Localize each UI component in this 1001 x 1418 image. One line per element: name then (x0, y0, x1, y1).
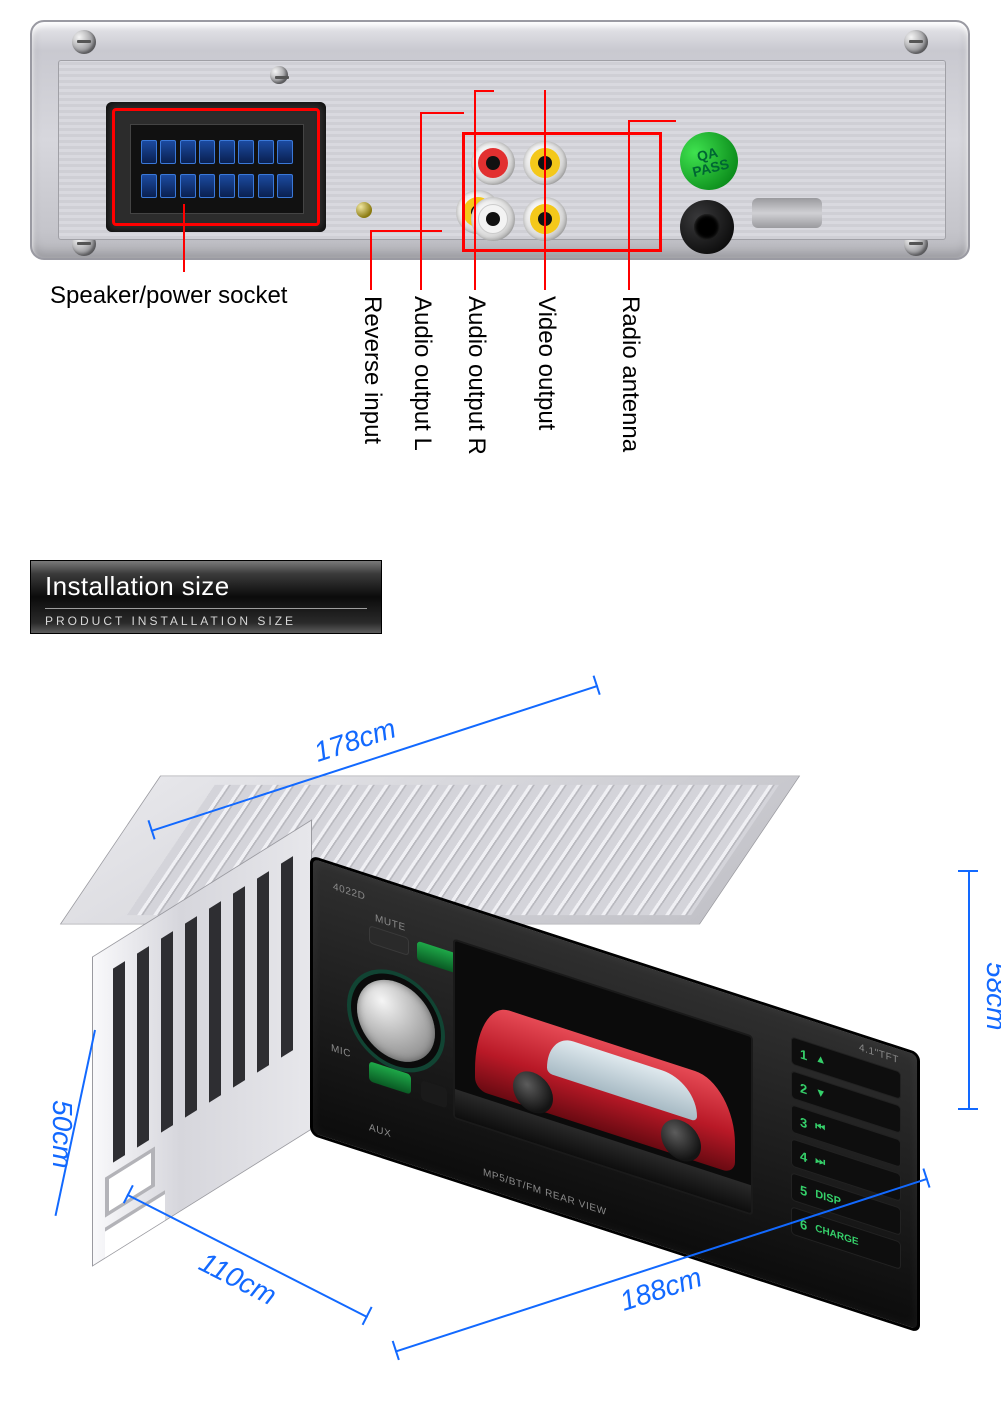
leader-audio-l (420, 112, 422, 290)
dim-face-height: 58cm (932, 870, 992, 1110)
leader-power (183, 204, 185, 272)
section-header-installation-size: Installation size PRODUCT INSTALLATION S… (30, 560, 382, 634)
power-socket-callout-box (112, 108, 320, 226)
leader-audio-r (474, 90, 476, 290)
rca-audio-r (471, 141, 515, 185)
antenna-jack (680, 200, 734, 254)
leader-antenna (628, 120, 630, 290)
leader-audio-r-h (474, 90, 494, 92)
fp-mic: MIC (331, 1043, 351, 1061)
label-audio-l: Audio output L (408, 296, 436, 451)
fp-aux: AUX (369, 1122, 391, 1140)
rca-audio-l (471, 197, 515, 241)
leader-reverse-h (370, 230, 442, 232)
leader-antenna-h (628, 120, 676, 122)
dim-chassis-width: 110cm (97, 1183, 374, 1377)
leader-reverse (370, 230, 372, 290)
leader-video (544, 90, 546, 290)
dim-chassis-height: 50cm (50, 1030, 110, 1220)
btn-hangup[interactable] (421, 1080, 447, 1108)
label-reverse-input: Reverse input (358, 296, 386, 444)
volume-knob[interactable] (357, 969, 435, 1072)
section-subtitle: PRODUCT INSTALLATION SIZE (45, 614, 367, 628)
label-speaker-power: Speaker/power socket (50, 282, 287, 310)
label-audio-r: Audio output R (462, 296, 490, 455)
label-video-output: Video output (532, 296, 560, 430)
screw-top-right (904, 30, 928, 54)
fp-model: 4022D (333, 881, 365, 903)
rear-panel: QA PASS (30, 20, 970, 260)
label-radio-antenna: Radio antenna (616, 296, 644, 452)
leader-audio-l-h (420, 112, 464, 114)
btn-mode[interactable] (369, 1061, 411, 1095)
section-title: Installation size (45, 571, 367, 602)
screw-mid (270, 66, 288, 84)
small-screw (356, 202, 372, 218)
fuse-holder (752, 198, 822, 228)
rca-cluster-callout-box (462, 132, 662, 252)
screw-top-left (72, 30, 96, 54)
section-rule (45, 608, 367, 609)
isometric-product: 4022D MUTE MIC AUX MP5/BT/FM REAR VIEW 4… (40, 700, 960, 1390)
